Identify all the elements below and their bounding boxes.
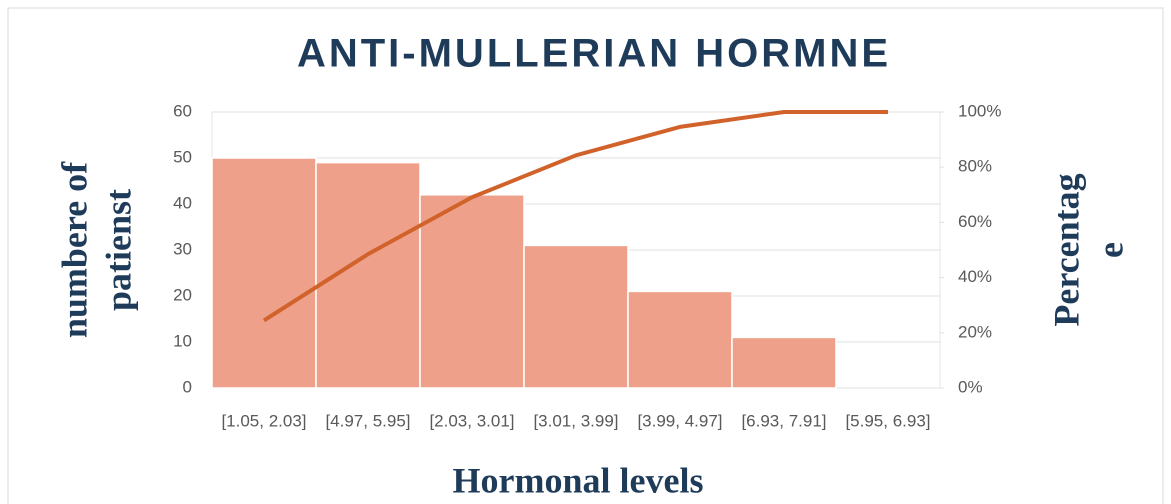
x-tick-label: [6.93, 7.91] (741, 411, 826, 430)
cumulative-line (262, 110, 888, 323)
y-axis-title-line: numbere of (54, 161, 94, 338)
y2-tick-label: 80% (958, 157, 992, 176)
y-tick-label: 20 (173, 285, 192, 304)
x-tick-label: [4.97, 5.95] (325, 411, 410, 430)
y2-axis-title: Percentag e (1046, 173, 1130, 326)
y-tick-label: 0 (183, 377, 192, 396)
y-tick-label: 40 (173, 193, 192, 212)
y-axis-title-line: patienst (98, 189, 138, 311)
y-tick-label: 30 (173, 239, 192, 258)
x-tick-label: [1.05, 2.03] (221, 411, 306, 430)
bar (419, 194, 525, 389)
y2-tick-label: 40% (958, 267, 992, 286)
y-tick-label: 50 (173, 147, 192, 166)
chart-title: ANTI-MULLERIAN HORMNE (297, 32, 891, 76)
bar (211, 157, 317, 389)
y2-axis-title-line: e (1090, 242, 1130, 258)
bar (731, 336, 837, 389)
y2-tick-label: 100% (958, 101, 1001, 120)
y2-tick-label: 0% (958, 377, 983, 396)
x-axis-title: Hormonal levels (453, 460, 704, 500)
x-tick-label: [3.99, 4.97] (637, 411, 722, 430)
y2-tick-label: 60% (958, 212, 992, 231)
bar (523, 244, 629, 389)
y2-tick-label: 20% (958, 322, 992, 341)
x-tick-label: [3.01, 3.99] (533, 411, 618, 430)
x-tick-label: [5.95, 6.93] (845, 411, 930, 430)
bar (627, 290, 733, 389)
y-axis-title: numbere of patienst (54, 161, 138, 338)
x-tick-label: [2.03, 3.01] (429, 411, 514, 430)
y-tick-label: 10 (173, 331, 192, 350)
y2-axis-title-line: Percentag (1046, 173, 1086, 326)
y-tick-label: 60 (173, 101, 192, 120)
